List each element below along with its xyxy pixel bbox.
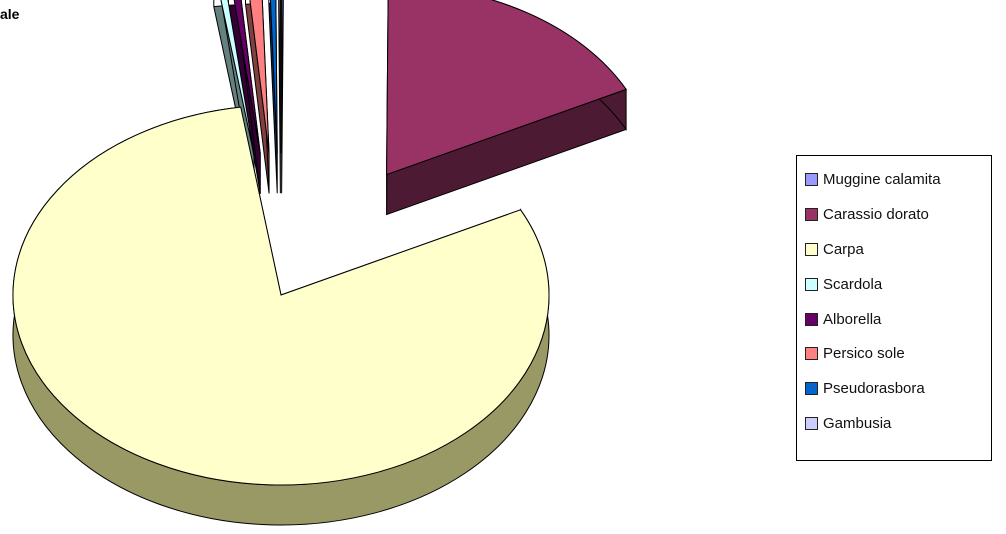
legend-label: Scardola <box>823 275 883 293</box>
legend-swatch <box>805 277 818 291</box>
pie-slice-carpa <box>12 106 550 486</box>
legend-label: Persico sole <box>823 345 905 363</box>
legend-label: Muggine calamita <box>823 170 941 188</box>
legend-item-persico-sole: Persico sole <box>797 336 991 371</box>
pie-slice-muggine-calamita <box>281 0 284 154</box>
legend-item-muggine-calamita: Muggine calamita <box>797 162 991 197</box>
pie-slice-pseudorasbora <box>269 0 278 154</box>
legend-item-carpa: Carpa <box>797 232 991 267</box>
legend-item-alborella: Alborella <box>797 302 991 337</box>
pie-slice-gambusia <box>278 0 281 154</box>
chart-legend: Muggine calamita Carassio dorato Carpa Scar… <box>796 155 992 461</box>
legend-item-scardola: Scardola <box>797 267 991 302</box>
pie-slice-persico-sole <box>249 0 270 154</box>
legend-swatch <box>805 382 818 396</box>
legend-label: Carassio dorato <box>823 205 929 223</box>
chart-title-fragment: ale <box>0 6 20 22</box>
legend-label: Pseudorasbora <box>823 380 925 398</box>
legend-item-pseudorasbora: Pseudorasbora <box>797 371 991 406</box>
legend-label: Carpa <box>823 240 864 258</box>
legend-item-gambusia: Gambusia <box>797 406 991 441</box>
legend-swatch <box>805 207 818 221</box>
legend-swatch <box>805 347 818 361</box>
legend-item-carassio-dorato: Carassio dorato <box>797 197 991 232</box>
legend-swatch <box>805 312 818 326</box>
legend-label: Gambusia <box>823 415 892 433</box>
legend-label: Alborella <box>823 310 882 328</box>
legend-swatch <box>805 417 818 431</box>
legend-swatch <box>805 172 818 186</box>
pie-slice-alborella <box>233 0 261 155</box>
pie-slice-carassio-dorato <box>386 0 627 176</box>
legend-swatch <box>805 242 818 256</box>
